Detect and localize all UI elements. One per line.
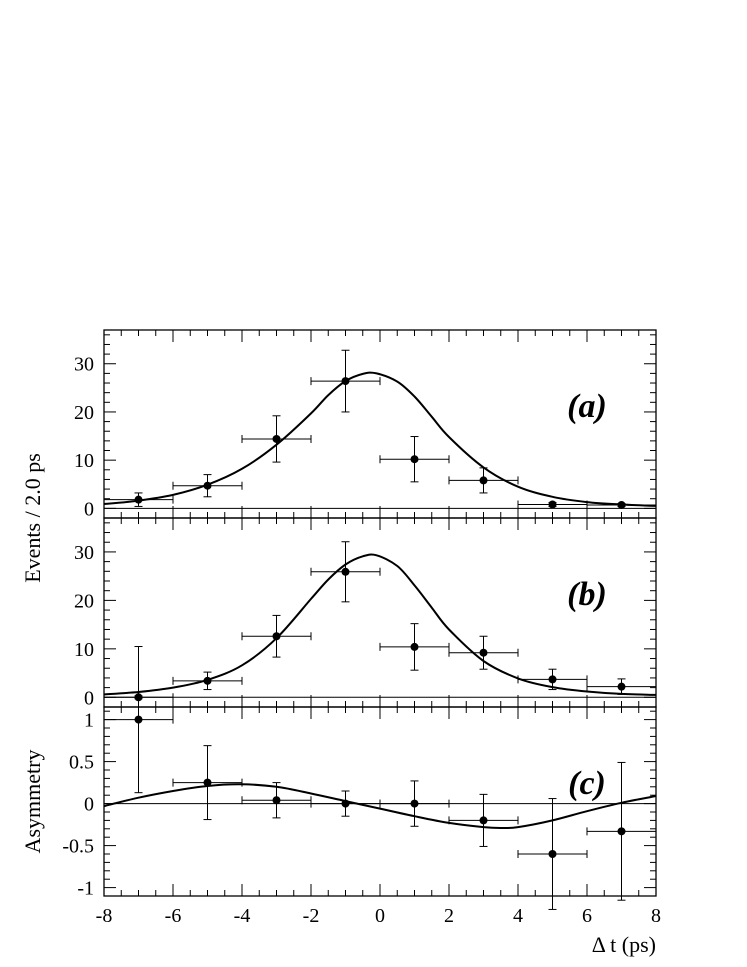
x-tick-label: 4 — [513, 905, 523, 927]
data-point — [103, 646, 174, 794]
panel-a: 0 10 20 30 (a) — [74, 329, 657, 520]
data-point — [379, 623, 450, 671]
fit-curve — [103, 371, 657, 507]
data-point — [379, 436, 450, 483]
data-marker — [410, 799, 419, 808]
x-tick-label: -2 — [303, 905, 320, 927]
x-tick-label: -8 — [96, 905, 113, 927]
x-tick-label: 2 — [444, 905, 454, 927]
data-marker — [410, 642, 419, 651]
data-point — [241, 614, 312, 658]
data-marker — [272, 434, 281, 443]
data-point — [448, 793, 519, 847]
panel-label: (a) — [567, 388, 607, 425]
data-marker — [341, 567, 350, 576]
data-marker — [410, 455, 419, 464]
data-point — [517, 668, 588, 691]
data-marker — [617, 682, 626, 691]
data-point — [172, 745, 243, 821]
y-tick-label: 20 — [74, 590, 94, 612]
data-point — [241, 415, 312, 463]
data-point — [241, 782, 312, 819]
data-point — [448, 635, 519, 670]
y-tick-label: -0.5 — [62, 836, 94, 858]
y-tick-label: 10 — [74, 450, 94, 472]
x-tick-label: 6 — [582, 905, 592, 927]
data-marker — [479, 648, 488, 657]
data-marker — [617, 827, 626, 836]
data-marker — [203, 778, 212, 787]
y-axis-title: Events / 2.0 ps — [20, 453, 45, 583]
data-point — [379, 780, 450, 827]
y-tick-label: 0 — [84, 498, 94, 520]
data-point — [448, 467, 519, 494]
x-tick-label: 0 — [375, 905, 385, 927]
x-tick-label: -4 — [234, 905, 251, 927]
data-marker — [548, 850, 557, 858]
y-tick-label: 0 — [84, 794, 94, 816]
panel-b: 0 10 20 30 (b) Events / 2.0 ps — [20, 453, 657, 709]
x-tick-label: 8 — [651, 905, 661, 927]
y-axis-title: Asymmetry — [20, 750, 45, 854]
panel-label: (b) — [567, 576, 607, 613]
data-point — [517, 798, 588, 910]
x-tick-label: -6 — [165, 905, 182, 927]
y-tick-label: 0.5 — [69, 752, 94, 774]
y-tick-label: 30 — [74, 354, 94, 376]
y-tick-label: 10 — [74, 639, 94, 661]
fit-curve — [103, 553, 657, 696]
data-marker — [272, 796, 281, 805]
y-tick-label: 0 — [84, 687, 94, 709]
data-marker — [548, 675, 557, 684]
y-tick-label: 20 — [74, 402, 94, 424]
data-marker — [548, 500, 557, 509]
data-marker — [134, 715, 143, 724]
y-tick-label: 1 — [84, 710, 94, 732]
panel-label: (c) — [568, 765, 606, 802]
data-marker — [479, 816, 488, 825]
data-marker — [479, 476, 488, 485]
x-axis-title: Δ t (ps) — [592, 932, 656, 957]
y-tick-label: 30 — [74, 542, 94, 564]
data-marker — [272, 632, 281, 641]
data-point — [310, 541, 381, 603]
panel-c: -1 -0.5 0 0.5 1 -8 -6 -4 -2 0 2 4 6 8 (c) Asymmetry Δ t … — [20, 646, 661, 957]
fit-curve — [103, 783, 657, 830]
y-tick-label: -1 — [77, 878, 94, 900]
data-point — [586, 761, 657, 901]
